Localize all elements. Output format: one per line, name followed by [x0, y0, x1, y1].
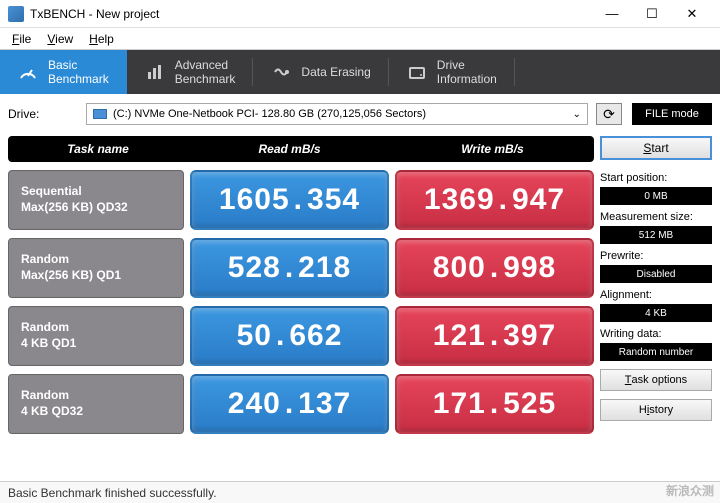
read-value: 50.662 — [190, 306, 389, 366]
tab-data-erasing[interactable]: Data Erasing — [253, 50, 388, 94]
tab-drive-information[interactable]: Drive Information — [389, 50, 515, 94]
minimize-button[interactable]: — — [592, 1, 632, 27]
task-line1: Random — [21, 320, 171, 336]
bars-icon — [145, 62, 165, 82]
status-bar: Basic Benchmark finished successfully. — [0, 481, 720, 503]
task-box: Random 4 KB QD32 — [8, 374, 184, 434]
writing-data-label: Writing data: — [600, 328, 712, 340]
results-panel: Task name Read mB/s Write mB/s Sequentia… — [8, 136, 594, 434]
tab-advanced-benchmark[interactable]: Advanced Benchmark — [127, 50, 254, 94]
task-options-button[interactable]: Task options — [600, 369, 712, 391]
close-button[interactable]: ✕ — [672, 1, 712, 27]
tab-label: Drive Information — [437, 58, 497, 87]
tab-basic-benchmark[interactable]: Basic Benchmark — [0, 50, 127, 94]
prewrite-value[interactable]: Disabled — [600, 265, 712, 283]
header-read: Read mB/s — [188, 136, 391, 162]
start-position-value[interactable]: 0 MB — [600, 187, 712, 205]
read-value: 240.137 — [190, 374, 389, 434]
header-task: Task name — [8, 136, 188, 162]
result-row: Random 4 KB QD1 50.662 121.397 — [8, 306, 594, 366]
task-line2: 4 KB QD32 — [21, 404, 171, 420]
task-line2: 4 KB QD1 — [21, 336, 171, 352]
task-line2: Max(256 KB) QD32 — [21, 200, 171, 216]
chevron-down-icon: ⌄ — [573, 109, 581, 120]
write-value: 121.397 — [395, 306, 594, 366]
task-line1: Random — [21, 252, 171, 268]
start-position-label: Start position: — [600, 172, 712, 184]
task-line1: Sequential — [21, 184, 171, 200]
write-value: 800.998 — [395, 238, 594, 298]
menu-view[interactable]: View — [39, 30, 81, 48]
menu-bar: File View Help — [0, 28, 720, 50]
tab-strip: Basic Benchmark Advanced Benchmark Data … — [0, 50, 720, 94]
task-box: Random 4 KB QD1 — [8, 306, 184, 366]
tab-label: Basic Benchmark — [48, 58, 109, 87]
app-icon — [8, 6, 24, 22]
read-value: 528.218 — [190, 238, 389, 298]
tab-label: Advanced Benchmark — [175, 58, 236, 87]
menu-help[interactable]: Help — [81, 30, 122, 48]
history-button[interactable]: History — [600, 399, 712, 421]
start-button[interactable]: Start — [600, 136, 712, 160]
task-line2: Max(256 KB) QD1 — [21, 268, 171, 284]
results-header: Task name Read mB/s Write mB/s — [8, 136, 594, 162]
watermark: 新浪众测 — [666, 482, 714, 499]
erase-icon — [271, 62, 291, 82]
measurement-size-value[interactable]: 512 MB — [600, 226, 712, 244]
refresh-button[interactable]: ⟳ — [596, 103, 622, 125]
drive-value: (C:) NVMe One-Netbook PCI- 128.80 GB (27… — [113, 108, 426, 120]
window-title: TxBENCH - New project — [30, 7, 592, 21]
alignment-value[interactable]: 4 KB — [600, 304, 712, 322]
side-panel: Start Start position: 0 MB Measurement s… — [600, 136, 712, 434]
drive-icon — [407, 62, 427, 82]
write-value: 1369.947 — [395, 170, 594, 230]
maximize-button[interactable]: ☐ — [632, 1, 672, 27]
task-box: Sequential Max(256 KB) QD32 — [8, 170, 184, 230]
drive-row: Drive: (C:) NVMe One-Netbook PCI- 128.80… — [0, 98, 720, 130]
file-mode-button[interactable]: FILE mode — [632, 103, 712, 125]
read-value: 1605.354 — [190, 170, 389, 230]
prewrite-label: Prewrite: — [600, 250, 712, 262]
result-row: Random Max(256 KB) QD1 528.218 800.998 — [8, 238, 594, 298]
drive-label: Drive: — [8, 107, 78, 121]
result-row: Sequential Max(256 KB) QD32 1605.354 136… — [8, 170, 594, 230]
gauge-icon — [18, 62, 38, 82]
result-row: Random 4 KB QD32 240.137 171.525 — [8, 374, 594, 434]
task-box: Random Max(256 KB) QD1 — [8, 238, 184, 298]
refresh-icon: ⟳ — [603, 106, 615, 123]
measurement-size-label: Measurement size: — [600, 211, 712, 223]
alignment-label: Alignment: — [600, 289, 712, 301]
disk-icon — [93, 109, 107, 119]
title-bar: TxBENCH - New project — ☐ ✕ — [0, 0, 720, 28]
header-write: Write mB/s — [391, 136, 594, 162]
task-line1: Random — [21, 388, 171, 404]
write-value: 171.525 — [395, 374, 594, 434]
status-text: Basic Benchmark finished successfully. — [8, 486, 217, 500]
menu-file[interactable]: File — [4, 30, 39, 48]
drive-select[interactable]: (C:) NVMe One-Netbook PCI- 128.80 GB (27… — [86, 103, 588, 125]
tab-label: Data Erasing — [301, 65, 370, 79]
writing-data-value[interactable]: Random number — [600, 343, 712, 361]
